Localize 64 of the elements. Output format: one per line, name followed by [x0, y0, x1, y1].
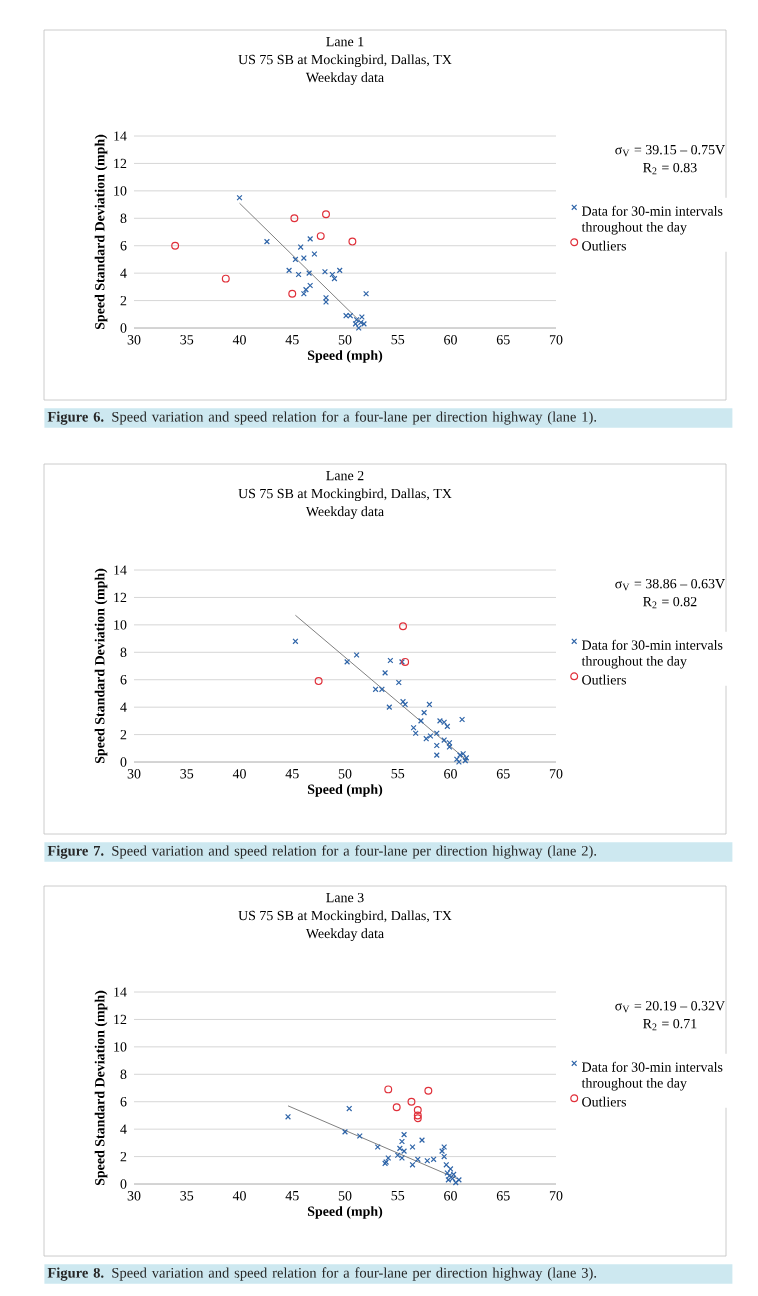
point — [292, 638, 299, 645]
point — [410, 724, 417, 731]
point — [285, 1113, 292, 1120]
point — [385, 1154, 392, 1161]
point — [363, 290, 370, 297]
point — [399, 622, 408, 631]
point — [433, 752, 440, 759]
point — [311, 250, 318, 257]
point — [355, 325, 362, 331]
point — [358, 314, 365, 321]
point — [386, 704, 393, 711]
point — [372, 686, 379, 693]
point — [297, 244, 304, 251]
point — [424, 1086, 433, 1095]
point — [419, 1137, 426, 1144]
point — [302, 286, 309, 293]
point — [300, 290, 307, 297]
point — [413, 1105, 422, 1114]
point — [290, 214, 299, 223]
point — [427, 732, 434, 739]
point — [346, 1105, 353, 1112]
point — [322, 210, 330, 219]
point — [353, 652, 360, 659]
point — [413, 1114, 422, 1123]
point — [171, 241, 180, 250]
point — [336, 267, 343, 274]
point — [236, 194, 243, 201]
point — [401, 657, 410, 666]
point — [413, 1111, 422, 1120]
point — [356, 1133, 363, 1140]
point — [314, 677, 323, 686]
point — [441, 1153, 448, 1160]
point — [387, 657, 394, 664]
point — [421, 709, 428, 716]
point — [316, 232, 325, 241]
point — [342, 1128, 348, 1135]
point — [441, 1143, 448, 1150]
point — [288, 289, 297, 298]
point — [436, 717, 443, 724]
point — [352, 320, 359, 327]
point — [409, 1143, 416, 1150]
point — [353, 316, 360, 323]
point — [374, 1143, 381, 1150]
point — [441, 737, 448, 744]
point — [300, 255, 307, 262]
point — [321, 268, 328, 275]
point — [401, 1131, 408, 1138]
point — [459, 716, 466, 723]
point — [409, 1161, 416, 1168]
point — [221, 274, 230, 283]
point — [378, 686, 385, 693]
point — [395, 679, 402, 686]
point — [348, 237, 357, 246]
point — [398, 1138, 405, 1145]
point — [384, 1085, 393, 1094]
point — [263, 238, 270, 245]
point — [360, 320, 367, 327]
point — [392, 1103, 401, 1112]
point — [433, 742, 440, 749]
point — [307, 282, 314, 289]
point — [396, 1145, 403, 1152]
point — [407, 1097, 416, 1106]
point — [286, 267, 293, 274]
point — [412, 730, 419, 737]
